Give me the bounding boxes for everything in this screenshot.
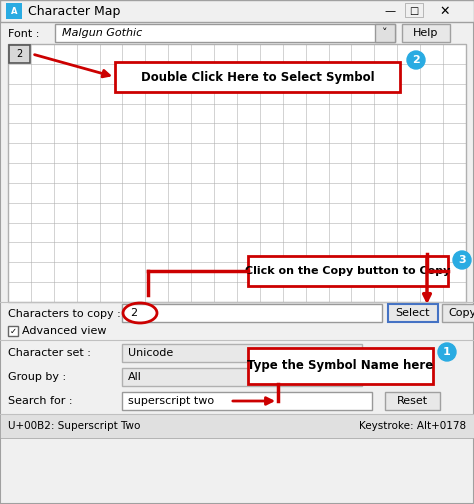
Text: Copy: Copy bbox=[448, 308, 474, 318]
Bar bbox=[55, 24, 395, 42]
Bar bbox=[115, 62, 400, 92]
Bar bbox=[375, 24, 395, 42]
Bar bbox=[248, 348, 433, 384]
Text: 2: 2 bbox=[16, 49, 23, 59]
Text: U+00B2: Superscript Two: U+00B2: Superscript Two bbox=[8, 421, 140, 431]
Text: Group by :: Group by : bbox=[8, 372, 66, 382]
Text: Advanced view: Advanced view bbox=[22, 326, 107, 336]
Text: ˅: ˅ bbox=[382, 28, 388, 38]
Text: Type the Symbol Name here: Type the Symbol Name here bbox=[247, 359, 434, 372]
Text: Character Map: Character Map bbox=[28, 5, 120, 18]
Text: Reset: Reset bbox=[396, 396, 428, 406]
Text: 1: 1 bbox=[443, 347, 451, 357]
Text: Select: Select bbox=[396, 308, 430, 318]
Bar bbox=[385, 392, 440, 410]
Bar bbox=[122, 392, 372, 410]
Text: Search for :: Search for : bbox=[8, 396, 73, 406]
Text: 3: 3 bbox=[458, 255, 466, 265]
Bar bbox=[248, 256, 448, 286]
Text: All: All bbox=[128, 372, 142, 382]
Bar bbox=[405, 3, 423, 17]
Bar bbox=[388, 304, 438, 322]
Text: Font :: Font : bbox=[8, 29, 39, 39]
Bar bbox=[0, 414, 474, 438]
Text: Character set :: Character set : bbox=[8, 348, 91, 358]
Text: 2: 2 bbox=[412, 55, 420, 65]
Bar bbox=[402, 24, 450, 42]
Circle shape bbox=[407, 51, 425, 69]
Circle shape bbox=[438, 343, 456, 361]
Text: A: A bbox=[11, 7, 17, 16]
Bar bbox=[8, 326, 18, 336]
Bar bbox=[9, 45, 30, 63]
Bar bbox=[122, 368, 362, 386]
Text: Double Click Here to Select Symbol: Double Click Here to Select Symbol bbox=[141, 71, 374, 84]
Bar bbox=[0, 0, 474, 22]
Bar bbox=[8, 44, 466, 302]
Circle shape bbox=[453, 251, 471, 269]
Text: ✕: ✕ bbox=[440, 5, 450, 18]
Text: Characters to copy :: Characters to copy : bbox=[8, 309, 121, 319]
Text: Keystroke: Alt+0178: Keystroke: Alt+0178 bbox=[359, 421, 466, 431]
Text: —: — bbox=[384, 6, 396, 16]
Bar bbox=[6, 3, 22, 19]
Text: 2: 2 bbox=[130, 308, 137, 318]
Bar bbox=[122, 304, 382, 322]
Bar bbox=[122, 344, 362, 362]
Text: Unicode: Unicode bbox=[128, 348, 173, 358]
Text: Malgun Gothic: Malgun Gothic bbox=[62, 28, 142, 38]
Text: Click on the Copy button to Copy: Click on the Copy button to Copy bbox=[246, 266, 451, 276]
Bar bbox=[442, 304, 474, 322]
Text: ✓: ✓ bbox=[9, 327, 17, 336]
Text: Help: Help bbox=[413, 28, 439, 38]
Text: superscript two: superscript two bbox=[128, 396, 214, 406]
Text: □: □ bbox=[410, 6, 419, 16]
